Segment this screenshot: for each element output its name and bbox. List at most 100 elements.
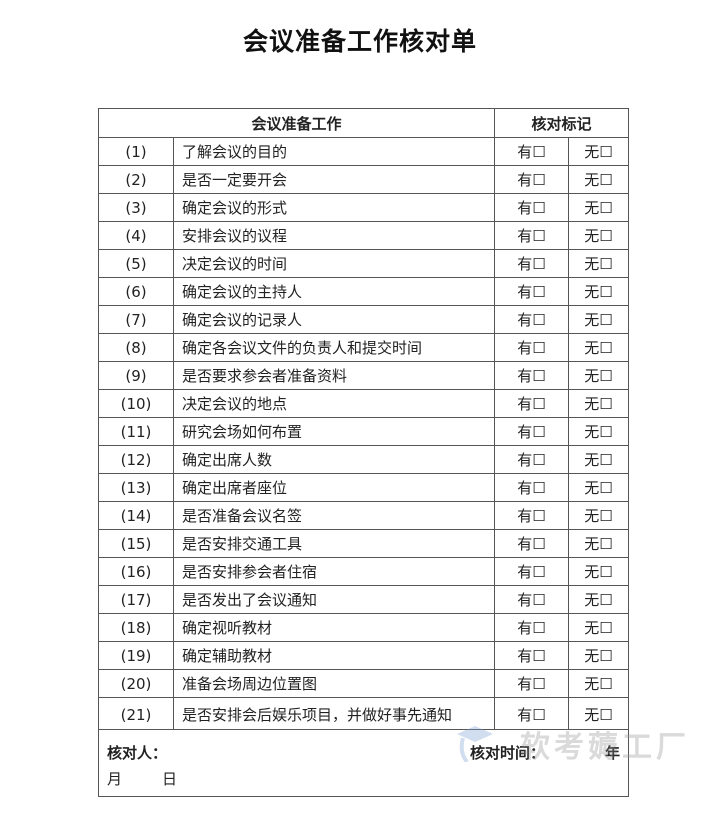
checker-label: 核对人： bbox=[107, 744, 168, 762]
no-checkbox[interactable]: 无☐ bbox=[568, 137, 629, 166]
row-number: (7) bbox=[98, 305, 174, 334]
row-item: 决定会议的时间 bbox=[173, 249, 495, 278]
row-item: 确定出席人数 bbox=[173, 445, 495, 474]
row-item: 准备会场周边位置图 bbox=[173, 669, 495, 698]
footer-row: 核对人： 核对时间： 年 月 日 bbox=[98, 729, 629, 797]
table-row: (4) 安排会议的议程 有☐ 无☐ bbox=[98, 221, 629, 250]
row-number: (12) bbox=[98, 445, 174, 474]
table-row: (16) 是否安排参会者住宿 有☐ 无☐ bbox=[98, 557, 629, 586]
row-item: 确定出席者座位 bbox=[173, 473, 495, 502]
no-checkbox[interactable]: 无☐ bbox=[568, 669, 629, 698]
row-number: (3) bbox=[98, 193, 174, 222]
yes-checkbox[interactable]: 有☐ bbox=[494, 249, 569, 278]
row-item: 是否安排交通工具 bbox=[173, 529, 495, 558]
table-row: (10) 决定会议的地点 有☐ 无☐ bbox=[98, 389, 629, 418]
row-number: (20) bbox=[98, 669, 174, 698]
row-item: 安排会议的议程 bbox=[173, 221, 495, 250]
yes-checkbox[interactable]: 有☐ bbox=[494, 417, 569, 446]
table-row: (14) 是否准备会议名签 有☐ 无☐ bbox=[98, 501, 629, 530]
no-checkbox[interactable]: 无☐ bbox=[568, 445, 629, 474]
no-checkbox[interactable]: 无☐ bbox=[568, 165, 629, 194]
table-row: (6) 确定会议的主持人 有☐ 无☐ bbox=[98, 277, 629, 306]
row-number: (11) bbox=[98, 417, 174, 446]
no-checkbox[interactable]: 无☐ bbox=[568, 249, 629, 278]
yes-checkbox[interactable]: 有☐ bbox=[494, 445, 569, 474]
row-item: 是否一定要开会 bbox=[173, 165, 495, 194]
yes-checkbox[interactable]: 有☐ bbox=[494, 165, 569, 194]
row-item: 是否安排会后娱乐项目，并做好事先通知 bbox=[173, 697, 495, 730]
no-checkbox[interactable]: 无☐ bbox=[568, 529, 629, 558]
year-label: 年 bbox=[604, 744, 620, 762]
row-item: 是否要求参会者准备资料 bbox=[173, 361, 495, 390]
yes-checkbox[interactable]: 有☐ bbox=[494, 193, 569, 222]
no-checkbox[interactable]: 无☐ bbox=[568, 557, 629, 586]
table-row: (7) 确定会议的记录人 有☐ 无☐ bbox=[98, 305, 629, 334]
table-row: (2) 是否一定要开会 有☐ 无☐ bbox=[98, 165, 629, 194]
yes-checkbox[interactable]: 有☐ bbox=[494, 529, 569, 558]
yes-checkbox[interactable]: 有☐ bbox=[494, 473, 569, 502]
yes-checkbox[interactable]: 有☐ bbox=[494, 277, 569, 306]
no-checkbox[interactable]: 无☐ bbox=[568, 277, 629, 306]
row-number: (5) bbox=[98, 249, 174, 278]
row-number: (1) bbox=[98, 137, 174, 166]
row-number: (6) bbox=[98, 277, 174, 306]
header-check: 核对标记 bbox=[494, 108, 629, 138]
yes-checkbox[interactable]: 有☐ bbox=[494, 305, 569, 334]
row-number: (10) bbox=[98, 389, 174, 418]
no-checkbox[interactable]: 无☐ bbox=[568, 697, 629, 730]
no-checkbox[interactable]: 无☐ bbox=[568, 389, 629, 418]
table-row: (20) 准备会场周边位置图 有☐ 无☐ bbox=[98, 669, 629, 698]
no-checkbox[interactable]: 无☐ bbox=[568, 613, 629, 642]
yes-checkbox[interactable]: 有☐ bbox=[494, 221, 569, 250]
no-checkbox[interactable]: 无☐ bbox=[568, 361, 629, 390]
table-row: (9) 是否要求参会者准备资料 有☐ 无☐ bbox=[98, 361, 629, 390]
no-checkbox[interactable]: 无☐ bbox=[568, 305, 629, 334]
no-checkbox[interactable]: 无☐ bbox=[568, 473, 629, 502]
row-item: 是否准备会议名签 bbox=[173, 501, 495, 530]
table-row: (1) 了解会议的目的 有☐ 无☐ bbox=[98, 137, 629, 166]
table-header-row: 会议准备工作 核对标记 bbox=[98, 108, 629, 138]
row-number: (15) bbox=[98, 529, 174, 558]
table-row: (19) 确定辅助教材 有☐ 无☐ bbox=[98, 641, 629, 670]
row-item: 确定辅助教材 bbox=[173, 641, 495, 670]
yes-checkbox[interactable]: 有☐ bbox=[494, 137, 569, 166]
day-label: 日 bbox=[162, 770, 178, 788]
no-checkbox[interactable]: 无☐ bbox=[568, 193, 629, 222]
yes-checkbox[interactable]: 有☐ bbox=[494, 361, 569, 390]
row-item: 确定会议的形式 bbox=[173, 193, 495, 222]
no-checkbox[interactable]: 无☐ bbox=[568, 501, 629, 530]
row-item: 了解会议的目的 bbox=[173, 137, 495, 166]
yes-checkbox[interactable]: 有☐ bbox=[494, 557, 569, 586]
header-work: 会议准备工作 bbox=[98, 108, 495, 138]
yes-checkbox[interactable]: 有☐ bbox=[494, 501, 569, 530]
row-number: (9) bbox=[98, 361, 174, 390]
yes-checkbox[interactable]: 有☐ bbox=[494, 585, 569, 614]
check-time-label: 核对时间： bbox=[469, 744, 545, 762]
no-checkbox[interactable]: 无☐ bbox=[568, 641, 629, 670]
table-row: (5) 决定会议的时间 有☐ 无☐ bbox=[98, 249, 629, 278]
row-number: (2) bbox=[98, 165, 174, 194]
yes-checkbox[interactable]: 有☐ bbox=[494, 389, 569, 418]
row-number: (13) bbox=[98, 473, 174, 502]
checklist-table: 会议准备工作 核对标记 (1) 了解会议的目的 有☐ 无☐ (2) 是否一定要开会… bbox=[98, 108, 629, 797]
row-number: (4) bbox=[98, 221, 174, 250]
no-checkbox[interactable]: 无☐ bbox=[568, 585, 629, 614]
yes-checkbox[interactable]: 有☐ bbox=[494, 669, 569, 698]
yes-checkbox[interactable]: 有☐ bbox=[494, 613, 569, 642]
row-number: (21) bbox=[98, 697, 174, 730]
row-number: (19) bbox=[98, 641, 174, 670]
table-row: (15) 是否安排交通工具 有☐ 无☐ bbox=[98, 529, 629, 558]
row-number: (16) bbox=[98, 557, 174, 586]
row-item: 研究会场如何布置 bbox=[173, 417, 495, 446]
yes-checkbox[interactable]: 有☐ bbox=[494, 641, 569, 670]
table-row: (3) 确定会议的形式 有☐ 无☐ bbox=[98, 193, 629, 222]
no-checkbox[interactable]: 无☐ bbox=[568, 417, 629, 446]
no-checkbox[interactable]: 无☐ bbox=[568, 221, 629, 250]
yes-checkbox[interactable]: 有☐ bbox=[494, 333, 569, 362]
no-checkbox[interactable]: 无☐ bbox=[568, 333, 629, 362]
page-title: 会议准备工作核对单 bbox=[242, 27, 477, 56]
yes-checkbox[interactable]: 有☐ bbox=[494, 697, 569, 730]
row-number: (18) bbox=[98, 613, 174, 642]
row-number: (14) bbox=[98, 501, 174, 530]
row-item: 是否发出了会议通知 bbox=[173, 585, 495, 614]
